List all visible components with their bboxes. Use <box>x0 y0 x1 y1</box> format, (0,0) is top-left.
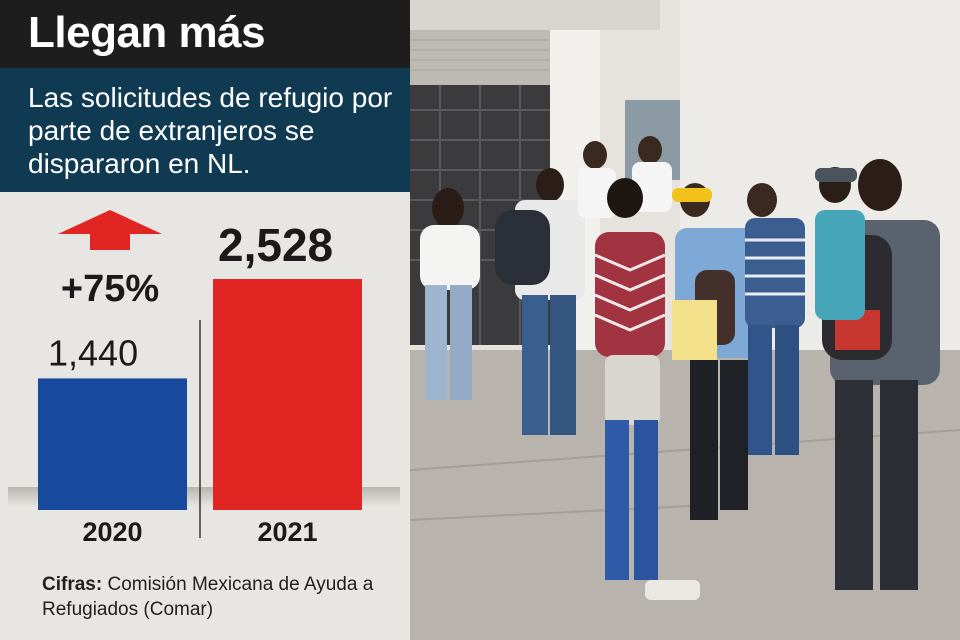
source-text: Comisión Mexicana de Ayuda a Refugiados … <box>42 574 374 620</box>
subtitle-bar: Las solicitudes de refugio por parte de … <box>0 68 410 192</box>
bar-chart: 1,440 2020 2,528 2021 +75% <box>8 210 400 547</box>
value-label-2020: 1,440 <box>48 332 138 373</box>
infographic-panel: Llegan más Las solicitudes de refugio po… <box>0 0 410 640</box>
crowd-photo <box>410 0 960 640</box>
source-note: Cifras: Comisión Mexicana de Ayuda a Ref… <box>42 572 402 622</box>
source-label: Cifras: <box>42 574 103 595</box>
bar-2021 <box>213 279 362 510</box>
photo-illustration <box>410 0 960 640</box>
page-subtitle: Las solicitudes de refugio por parte de … <box>28 82 393 179</box>
bar-2020 <box>38 378 187 510</box>
category-label-2021: 2021 <box>257 517 317 547</box>
category-label-2020: 2020 <box>82 517 142 547</box>
page-title: Llegan más <box>28 8 266 57</box>
increase-arrow-icon <box>58 210 162 250</box>
change-label: +75% <box>61 268 159 310</box>
value-label-2021: 2,528 <box>218 219 333 271</box>
title-bar: Llegan más <box>0 0 410 68</box>
